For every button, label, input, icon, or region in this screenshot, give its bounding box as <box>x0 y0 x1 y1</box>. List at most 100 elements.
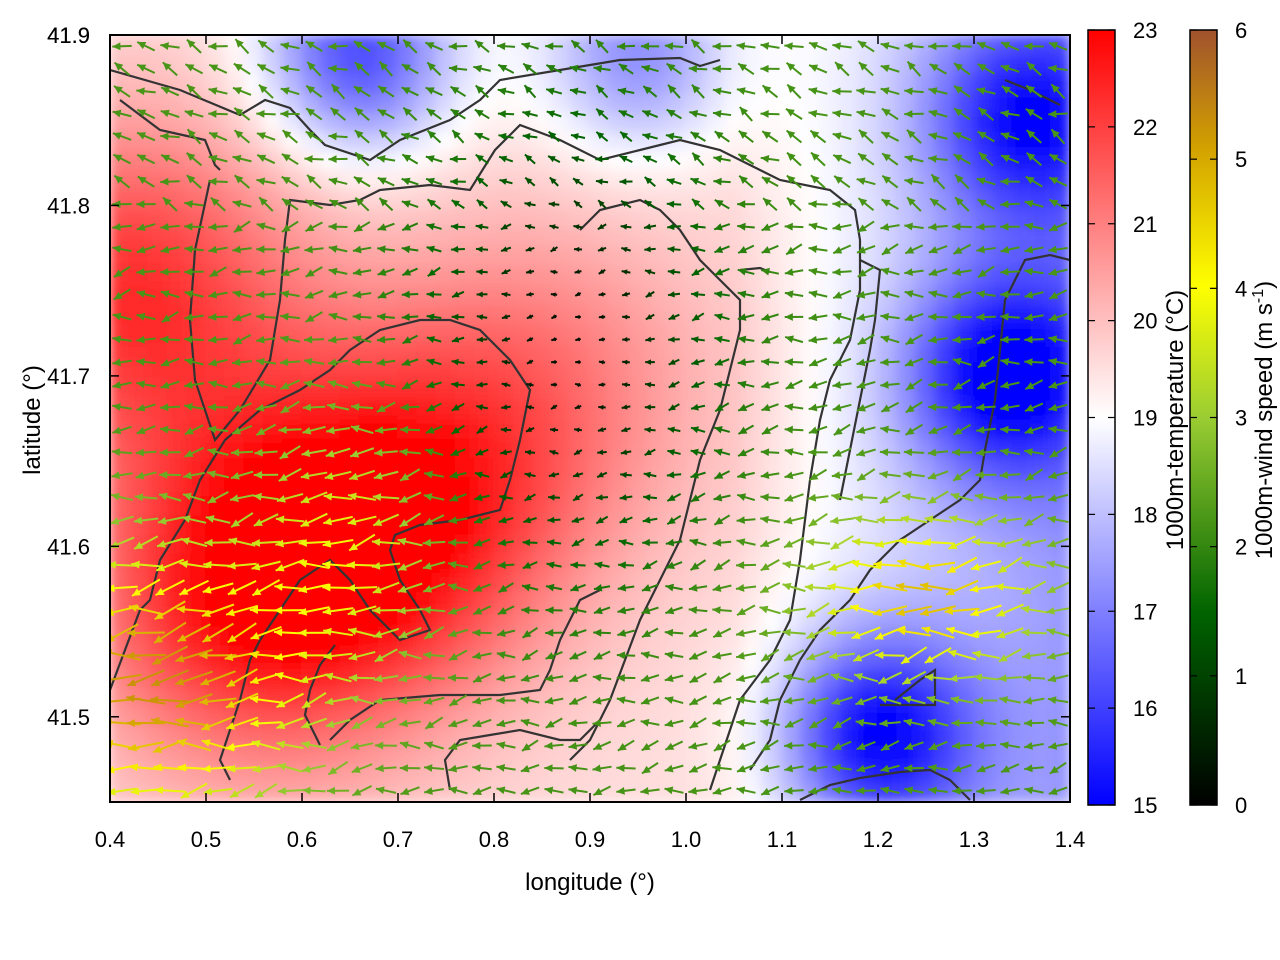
colorbar-tick-label: 23 <box>1133 18 1157 43</box>
wind-arrow <box>641 606 659 615</box>
wind-arrow <box>904 786 924 795</box>
wind-arrow <box>667 223 681 231</box>
wind-arrow <box>208 313 228 321</box>
wind-arrow <box>160 86 180 97</box>
wind-arrow <box>998 648 1022 663</box>
wind-arrow <box>713 514 731 526</box>
wind-arrow <box>665 132 683 141</box>
colorbar-tick-label: 5 <box>1235 147 1247 172</box>
wind-arrow <box>1048 268 1068 277</box>
wind-arrow <box>712 786 732 795</box>
wind-arrow <box>184 290 204 298</box>
wind-arrow <box>977 355 995 369</box>
wind-arrow <box>736 538 756 547</box>
wind-arrow <box>476 336 488 343</box>
wind-arrow <box>856 177 876 186</box>
wind-arrow <box>641 583 659 592</box>
wind-arrow <box>928 245 948 254</box>
wind-arrow <box>831 493 853 501</box>
wind-arrow <box>574 291 582 297</box>
wind-arrow <box>808 200 828 209</box>
wind-arrow <box>159 470 181 479</box>
wind-arrow <box>1000 312 1020 321</box>
wind-arrow <box>667 449 681 456</box>
wind-arrow <box>642 132 658 141</box>
wind-arrow <box>208 245 228 254</box>
wind-arrow <box>881 174 899 189</box>
wind-arrow <box>180 537 208 548</box>
wind-arrow <box>691 84 705 99</box>
wind-arrow <box>880 401 900 413</box>
wind-arrow <box>306 61 322 77</box>
wind-arrow <box>689 538 707 547</box>
wind-arrow <box>714 199 730 210</box>
wind-arrow <box>521 649 539 662</box>
wind-arrow <box>970 560 1002 571</box>
wind-arrow <box>945 626 979 639</box>
wind-arrow <box>112 312 132 321</box>
wind-arrow <box>448 764 468 773</box>
wind-arrow <box>227 580 257 596</box>
wind-arrow <box>1024 291 1044 299</box>
wind-arrow <box>598 337 606 342</box>
wind-arrow <box>644 269 656 275</box>
wind-arrow <box>573 246 583 252</box>
wind-arrow <box>856 358 876 367</box>
wind-arrow <box>131 578 161 597</box>
wind-arrow <box>376 41 396 52</box>
wind-arrow <box>620 199 632 209</box>
wind-arrow <box>256 154 276 165</box>
wind-arrow <box>112 42 132 51</box>
wind-arrow <box>232 86 252 96</box>
wind-arrow <box>667 268 681 276</box>
wind-arrow <box>546 539 562 547</box>
wind-arrow <box>928 425 948 435</box>
wind-arrow <box>807 493 829 502</box>
wind-arrow <box>160 132 180 141</box>
temperature-colorbar-ticks: 15 16 17 18 19 20 21 22 23 <box>1088 18 1157 818</box>
wind-arrow <box>852 648 880 662</box>
wind-arrow <box>230 512 254 528</box>
wind-arrow <box>208 63 228 74</box>
wind-arrow <box>832 357 852 367</box>
wind-arrow <box>881 152 899 166</box>
wind-arrow <box>136 200 156 209</box>
wind-arrow <box>524 224 536 230</box>
wind-arrow <box>1046 628 1070 637</box>
wind-arrow <box>136 108 156 120</box>
wind-arrow <box>231 358 253 367</box>
wind-arrow <box>667 153 681 166</box>
wind-arrow <box>126 719 166 727</box>
wind-arrow <box>231 381 253 389</box>
wind-arrow <box>1048 335 1068 344</box>
wind-arrow <box>970 604 1002 617</box>
wind-arrow <box>136 153 156 165</box>
wind-arrow <box>251 539 281 547</box>
wind-arrow <box>227 622 257 644</box>
wind-arrow <box>526 382 534 388</box>
wind-arrow <box>1000 132 1020 141</box>
wind-arrow <box>472 651 492 660</box>
wind-arrow <box>688 695 708 706</box>
wind-arrow <box>210 196 226 212</box>
wind-arrow <box>666 178 682 186</box>
wind-arrow <box>526 291 534 297</box>
wind-arrow <box>304 155 324 163</box>
wind-arrow <box>712 606 732 615</box>
wind-arrow <box>832 380 852 389</box>
wind-arrow <box>737 471 755 479</box>
wind-arrow <box>476 268 488 275</box>
wind-arrow <box>447 628 469 638</box>
wind-arrow <box>712 627 732 639</box>
wind-arrow <box>926 695 950 705</box>
wind-arrow <box>1048 312 1068 322</box>
wind-arrow <box>760 718 780 727</box>
wind-arrow <box>948 515 976 524</box>
wind-arrow <box>954 173 970 190</box>
wind-arrow <box>831 696 853 706</box>
wind-arrow <box>880 42 900 50</box>
wind-arrow <box>976 245 996 254</box>
wind-arrow <box>879 490 901 505</box>
wind-arrow <box>665 606 683 615</box>
wind-arrow <box>880 786 900 795</box>
